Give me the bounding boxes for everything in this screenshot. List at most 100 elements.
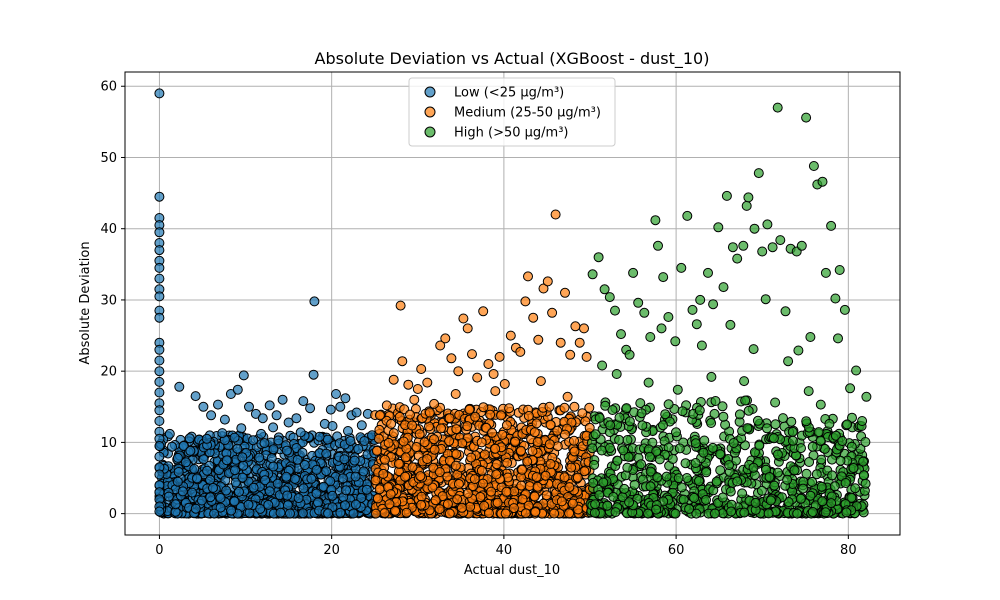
data-point — [694, 476, 704, 486]
data-point — [172, 452, 183, 463]
data-point — [624, 497, 635, 508]
data-point — [229, 496, 240, 507]
data-point — [706, 418, 717, 428]
data-point — [370, 475, 381, 486]
data-point — [698, 447, 709, 458]
data-point — [232, 443, 243, 454]
data-point — [602, 500, 613, 511]
data-point — [753, 168, 764, 179]
data-point — [475, 492, 486, 502]
data-point — [416, 491, 427, 502]
data-point — [379, 508, 390, 519]
data-point — [691, 319, 702, 330]
data-point — [541, 490, 552, 501]
data-point — [594, 412, 605, 423]
data-point — [579, 323, 589, 334]
data-point — [562, 391, 573, 402]
data-point — [340, 393, 351, 404]
data-point — [248, 482, 259, 493]
data-point — [593, 252, 604, 263]
data-point — [743, 192, 754, 203]
data-point — [694, 405, 705, 416]
data-point — [768, 433, 779, 444]
data-point — [581, 351, 592, 362]
data-point — [177, 486, 188, 497]
data-point — [190, 391, 201, 402]
data-point — [452, 494, 463, 505]
data-point — [804, 457, 815, 467]
data-point — [451, 424, 462, 435]
data-point — [464, 404, 475, 415]
data-point — [775, 235, 786, 246]
data-point — [530, 507, 541, 518]
data-point — [476, 437, 487, 448]
data-point — [732, 476, 743, 487]
data-point — [361, 484, 372, 495]
data-point — [299, 460, 310, 470]
data-point — [264, 400, 275, 411]
y-axis-label: Absolute Deviation — [78, 241, 93, 364]
data-point — [255, 503, 266, 514]
data-point — [422, 377, 433, 388]
data-point — [172, 476, 183, 487]
data-point — [434, 467, 445, 478]
data-point — [564, 508, 575, 519]
data-point — [858, 470, 869, 481]
data-point — [516, 480, 527, 491]
data-point — [619, 483, 630, 494]
data-point — [516, 445, 526, 456]
data-point — [764, 472, 775, 482]
data-point — [221, 485, 232, 496]
data-point — [826, 498, 837, 509]
data-point — [173, 467, 184, 477]
data-point — [596, 445, 607, 456]
data-point — [589, 507, 600, 518]
data-point — [379, 454, 390, 465]
data-point — [381, 400, 392, 411]
data-point — [574, 337, 585, 348]
data-point — [237, 452, 248, 463]
data-point — [434, 504, 445, 515]
data-point — [178, 441, 189, 451]
data-point — [839, 304, 850, 315]
data-point — [238, 460, 249, 471]
data-point — [517, 464, 528, 475]
data-point — [416, 364, 427, 374]
data-point — [670, 336, 681, 347]
data-point — [738, 240, 749, 251]
data-point — [523, 271, 533, 282]
data-point — [528, 312, 539, 323]
data-point — [676, 482, 687, 493]
data-point — [535, 376, 546, 387]
data-point — [215, 493, 226, 503]
data-point — [820, 267, 831, 278]
data-point — [713, 222, 724, 233]
data-point — [446, 353, 457, 364]
data-point — [281, 445, 292, 456]
data-point — [767, 242, 778, 253]
data-point — [314, 431, 325, 442]
data-point — [850, 483, 861, 494]
data-point — [827, 454, 837, 465]
data-point — [739, 376, 750, 387]
data-point — [510, 436, 521, 447]
data-point — [792, 508, 803, 519]
data-point — [372, 493, 383, 504]
data-point — [412, 384, 423, 394]
data-point — [487, 427, 498, 438]
data-point — [472, 372, 483, 383]
data-point — [532, 481, 543, 492]
data-point — [358, 466, 369, 477]
data-point — [321, 466, 332, 477]
data-point — [226, 505, 237, 516]
data-point — [442, 499, 453, 509]
data-point — [499, 379, 510, 389]
data-point — [560, 287, 570, 298]
data-point — [209, 508, 220, 519]
data-point — [292, 454, 303, 465]
data-point — [450, 389, 461, 399]
data-point — [834, 265, 845, 275]
data-point — [772, 102, 783, 113]
legend-label-low: Low (<25 µg/m³) — [454, 86, 564, 101]
data-point — [720, 419, 731, 430]
